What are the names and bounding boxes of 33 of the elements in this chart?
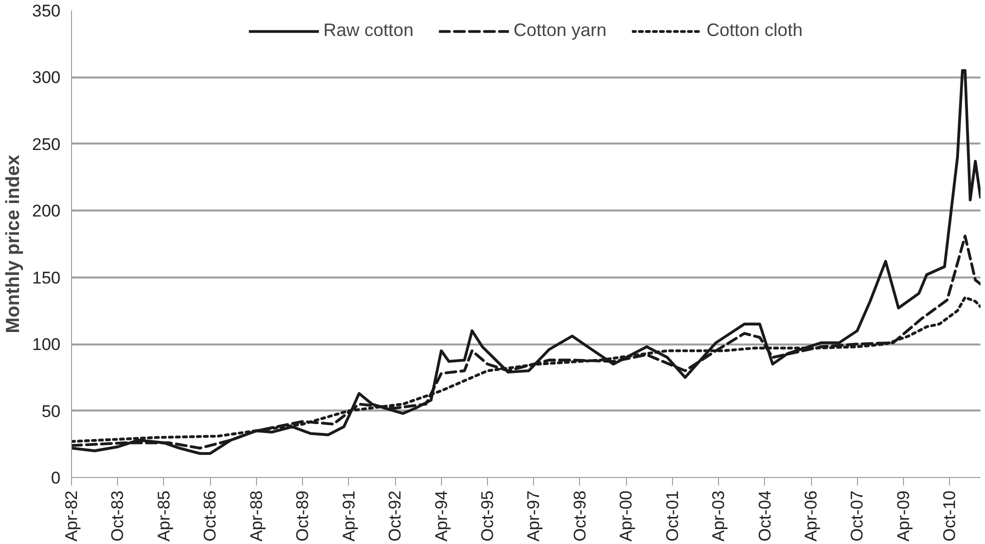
x-tick-label: Apr-94 xyxy=(432,490,451,542)
y-tick-label: 0 xyxy=(51,468,61,488)
x-tick-label: Apr-88 xyxy=(246,490,266,542)
x-tick-label: Oct-01 xyxy=(662,490,682,542)
x-tick-label: Oct-83 xyxy=(108,490,128,542)
x-tick-label: Oct-92 xyxy=(386,490,405,542)
y-tick-label: 200 xyxy=(32,202,61,221)
x-tick-label: Apr-09 xyxy=(894,490,913,542)
legend-label: Cotton yarn xyxy=(513,20,607,41)
x-tick-label: Oct-98 xyxy=(570,490,590,542)
y-axis-title: Monthly price index xyxy=(3,154,24,334)
x-tick-label: Oct-86 xyxy=(200,490,220,542)
x-tick-label: Oct-89 xyxy=(293,490,312,542)
x-tick-label: Oct-04 xyxy=(755,490,774,542)
x-tick-label: Apr-00 xyxy=(616,490,636,542)
x-tick-label: Apr-85 xyxy=(154,490,174,542)
legend-label: Raw cotton xyxy=(323,20,414,41)
x-tick-label: Oct-95 xyxy=(478,490,497,542)
x-tick-label: Apr-97 xyxy=(524,490,544,542)
y-tick-label: 350 xyxy=(32,2,61,20)
x-tick-label: Apr-91 xyxy=(339,490,358,542)
legend-label: Cotton cloth xyxy=(706,20,803,41)
x-tick-label: Apr-03 xyxy=(709,490,728,542)
y-tick-label: 100 xyxy=(32,335,61,354)
x-tick-label: Oct-07 xyxy=(848,490,867,542)
y-tick-label: 50 xyxy=(42,402,61,421)
line-series xyxy=(72,69,980,455)
x-tick-label: Apr-82 xyxy=(62,490,81,542)
y-tick-label: 150 xyxy=(32,268,61,288)
y-tick-label: 250 xyxy=(32,134,61,154)
x-tick-label: Apr-06 xyxy=(802,490,821,542)
y-tick-label: 300 xyxy=(32,68,61,88)
x-tick-label: Oct-10 xyxy=(940,490,960,542)
